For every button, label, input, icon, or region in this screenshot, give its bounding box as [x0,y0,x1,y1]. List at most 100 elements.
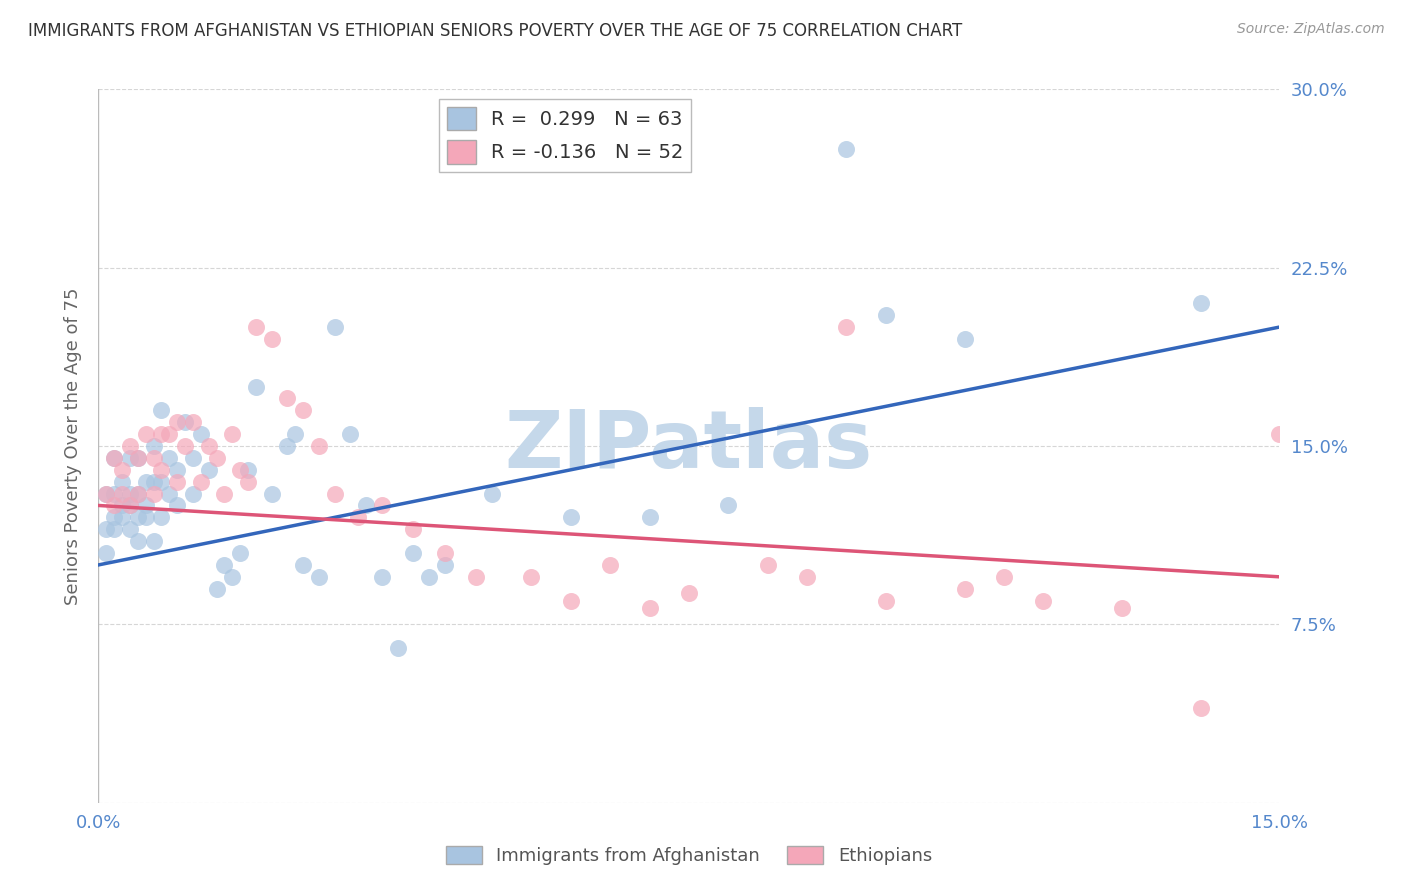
Point [96,546,118,560]
Point [96,486,118,500]
Point [260,332,283,346]
Point [245,320,267,334]
Point [418,570,440,584]
Point [993,570,1015,584]
Point [205,450,228,465]
Point [166,499,188,513]
Point [835,320,858,334]
Point [142,450,165,465]
Point [127,510,149,524]
Point [150,510,173,524]
Point [118,439,141,453]
Point [433,546,456,560]
Point [150,463,173,477]
Point [157,486,180,500]
Point [111,463,134,477]
Point [520,570,543,584]
Point [560,510,582,524]
Point [371,499,394,513]
Point [214,486,236,500]
Point [150,427,173,442]
Point [135,427,157,442]
Point [245,379,267,393]
Text: ZIPatlas: ZIPatlas [505,407,873,485]
Point [260,486,283,500]
Point [197,463,219,477]
Point [103,522,125,536]
Point [638,510,661,524]
Y-axis label: Seniors Poverty Over the Age of 75: Seniors Poverty Over the Age of 75 [65,287,83,605]
Point [157,427,180,442]
Point [118,450,141,465]
Point [481,486,503,500]
Point [118,499,141,513]
Point [678,586,700,600]
Point [756,558,779,572]
Text: Source: ZipAtlas.com: Source: ZipAtlas.com [1237,22,1385,37]
Point [796,570,818,584]
Point [347,510,370,524]
Point [166,475,188,489]
Point [142,439,165,453]
Point [387,641,409,656]
Point [1111,600,1133,615]
Point [127,486,149,500]
Point [135,499,157,513]
Point [135,510,157,524]
Point [103,450,125,465]
Point [1189,296,1212,310]
Point [118,522,141,536]
Point [402,522,425,536]
Point [142,486,165,500]
Point [190,427,212,442]
Point [308,439,330,453]
Point [135,475,157,489]
Text: IMMIGRANTS FROM AFGHANISTAN VS ETHIOPIAN SENIORS POVERTY OVER THE AGE OF 75 CORR: IMMIGRANTS FROM AFGHANISTAN VS ETHIOPIAN… [28,22,962,40]
Point [1032,593,1054,607]
Point [111,475,134,489]
Point [142,475,165,489]
Point [465,570,488,584]
Point [96,486,118,500]
Point [323,320,346,334]
Point [402,546,425,560]
Point [103,450,125,465]
Point [190,475,212,489]
Point [150,403,173,417]
Point [276,439,298,453]
Point [560,593,582,607]
Point [103,486,125,500]
Point [181,450,204,465]
Point [717,499,740,513]
Point [371,570,394,584]
Point [181,486,204,500]
Point [111,510,134,524]
Point [103,499,125,513]
Point [236,475,259,489]
Point [127,450,149,465]
Point [174,439,197,453]
Point [118,486,141,500]
Point [236,463,259,477]
Point [953,582,976,596]
Point [308,570,330,584]
Point [118,499,141,513]
Point [166,463,188,477]
Point [221,427,243,442]
Point [323,486,346,500]
Legend: Immigrants from Afghanistan, Ethiopians: Immigrants from Afghanistan, Ethiopians [439,838,939,872]
Point [221,570,243,584]
Point [214,558,236,572]
Point [354,499,377,513]
Point [103,510,125,524]
Point [339,427,361,442]
Point [142,534,165,549]
Point [127,534,149,549]
Point [229,463,252,477]
Point [96,522,118,536]
Point [157,450,180,465]
Point [229,546,252,560]
Point [875,593,897,607]
Point [181,415,204,429]
Point [111,486,134,500]
